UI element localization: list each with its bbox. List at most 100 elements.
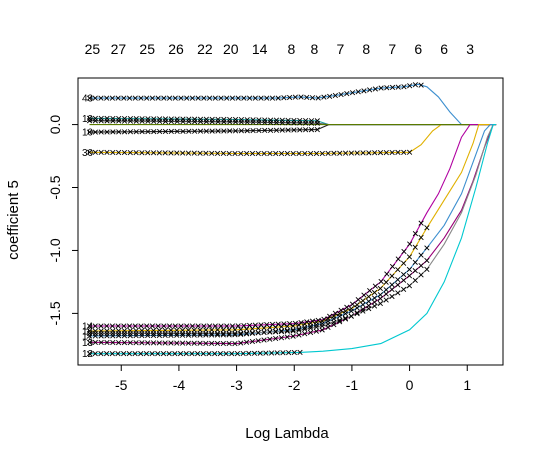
data-point-marker — [273, 150, 279, 157]
data-point-marker — [126, 323, 133, 329]
data-point-marker — [262, 119, 268, 126]
data-point-marker — [418, 82, 424, 88]
data-point-marker — [384, 85, 390, 91]
data-point-marker — [401, 248, 407, 255]
data-point-marker — [302, 326, 308, 332]
data-point-marker — [313, 328, 319, 334]
data-point-marker — [243, 331, 250, 337]
data-point-marker — [424, 266, 430, 272]
data-point-marker — [126, 95, 133, 101]
data-point-marker — [185, 150, 192, 156]
data-point-marker — [139, 129, 145, 135]
top-axis-label: 8 — [311, 41, 319, 57]
data-point-marker — [406, 273, 413, 279]
data-point-marker — [296, 327, 302, 333]
data-point-marker — [286, 350, 292, 356]
data-point-marker — [86, 330, 93, 337]
data-point-marker — [206, 323, 213, 329]
data-point-marker — [255, 338, 261, 344]
data-point-marker — [278, 335, 285, 341]
data-point-marker — [367, 87, 373, 93]
data-point-marker — [321, 94, 327, 100]
data-point-marker — [313, 150, 320, 157]
data-point-marker — [217, 351, 223, 357]
data-point-marker — [110, 330, 116, 337]
data-point-marker — [303, 127, 309, 133]
data-point-marker — [314, 120, 320, 126]
data-point-marker — [98, 118, 104, 124]
data-point-marker — [86, 149, 93, 155]
data-point-marker — [203, 150, 209, 156]
marker-layer — [86, 82, 430, 357]
series-line-12 — [89, 124, 497, 355]
data-point-marker — [139, 332, 145, 339]
data-point-marker — [224, 95, 230, 101]
data-point-marker — [232, 327, 238, 333]
data-point-marker — [92, 339, 98, 346]
data-point-marker — [92, 95, 98, 101]
data-point-marker — [121, 118, 128, 124]
data-point-marker — [206, 351, 212, 357]
data-point-marker — [232, 150, 238, 157]
data-point-marker — [290, 150, 296, 157]
data-point-marker — [238, 331, 244, 338]
data-point-marker — [203, 128, 209, 134]
data-point-marker — [354, 311, 360, 317]
data-point-marker — [302, 331, 308, 337]
data-point-marker — [144, 95, 150, 101]
data-point-marker — [133, 118, 139, 124]
data-point-marker — [418, 220, 424, 226]
data-point-marker — [156, 340, 162, 346]
data-point-marker — [389, 282, 395, 288]
data-point-marker — [115, 330, 122, 337]
data-point-marker — [145, 340, 151, 346]
line-end-label: 30 — [82, 148, 94, 159]
data-point-marker — [232, 128, 239, 134]
data-point-marker — [109, 95, 116, 101]
top-axis-label: 6 — [440, 41, 448, 57]
top-axis-label: 6 — [414, 41, 422, 57]
data-point-marker — [238, 150, 244, 157]
line-end-label: 12 — [82, 349, 94, 360]
data-point-marker — [197, 330, 203, 337]
data-point-marker — [372, 86, 378, 92]
data-point-marker — [348, 313, 354, 319]
data-point-marker — [227, 128, 233, 134]
data-point-marker — [261, 150, 267, 157]
data-point-marker — [166, 95, 173, 101]
data-point-marker — [406, 266, 413, 273]
data-point-marker — [127, 333, 133, 339]
data-point-marker — [412, 82, 419, 88]
data-point-marker — [238, 128, 245, 134]
data-point-marker — [412, 244, 418, 250]
data-point-marker — [279, 120, 285, 126]
data-point-marker — [110, 129, 116, 135]
data-point-marker — [331, 319, 337, 325]
data-point-marker — [348, 150, 355, 156]
data-point-marker — [92, 129, 98, 135]
data-point-marker — [284, 323, 290, 330]
data-point-marker — [269, 95, 276, 101]
data-point-marker — [302, 150, 308, 157]
data-point-marker — [86, 339, 93, 345]
data-point-marker — [160, 351, 167, 357]
data-point-marker — [92, 351, 98, 357]
data-point-marker — [229, 351, 235, 357]
data-point-marker — [389, 149, 395, 156]
data-point-marker — [126, 351, 132, 357]
data-point-marker — [249, 150, 256, 157]
data-point-marker — [406, 283, 413, 289]
data-point-marker — [267, 329, 273, 335]
data-point-marker — [262, 127, 268, 134]
data-point-marker — [197, 340, 203, 346]
data-point-marker — [149, 351, 155, 357]
y-tick-label: -1.5 — [47, 301, 63, 325]
data-point-marker — [98, 330, 104, 337]
data-point-marker — [133, 340, 139, 346]
data-point-marker — [349, 301, 356, 307]
data-point-marker — [121, 340, 128, 346]
data-point-marker — [241, 323, 247, 329]
data-point-marker — [273, 120, 280, 126]
series-line-11 — [89, 124, 497, 335]
line-end-label: 14 — [82, 321, 94, 332]
